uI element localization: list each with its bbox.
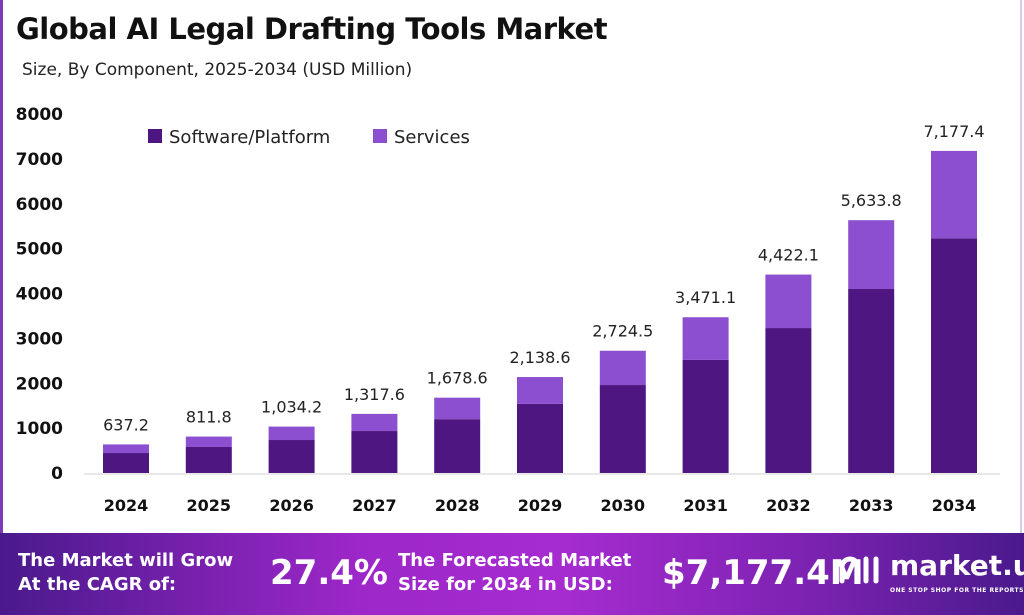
cagr-value: 27.4% xyxy=(270,553,388,593)
bar-segment-services xyxy=(599,350,646,386)
x-tick-label: 2030 xyxy=(601,496,646,515)
x-tick-label: 2031 xyxy=(683,496,728,515)
y-tick-label: 8000 xyxy=(16,105,63,125)
x-tick-label: 2028 xyxy=(435,496,480,515)
bar-segment-software xyxy=(931,238,977,473)
legend-swatch xyxy=(373,129,387,143)
x-tick-label: 2034 xyxy=(932,496,977,515)
x-tick-label: 2024 xyxy=(104,496,149,515)
y-tick-label: 5000 xyxy=(16,240,63,260)
bar-chart: 0 1000 2000 3000 4000 5000 6000 7000 8000 Softwar… xyxy=(16,105,1000,515)
total-data-label: 7,177.4 xyxy=(923,122,984,141)
bar-segment-services xyxy=(931,150,977,239)
brand-name: market.us xyxy=(890,549,1024,582)
x-tick-label: 2026 xyxy=(269,496,314,515)
forecast-value: $7,177.4M xyxy=(662,553,864,593)
bar-segment-software xyxy=(268,440,315,473)
bar-segment-services xyxy=(765,274,812,329)
forecast-label: The Forecasted Market Size for 2034 in U… xyxy=(398,549,631,597)
chart-frame xyxy=(0,0,1022,533)
bar-segment-services xyxy=(517,377,563,404)
total-data-label: 2,138.6 xyxy=(509,348,570,367)
total-data-label: 811.8 xyxy=(186,408,232,427)
footer-banner: The Market will Grow At the CAGR of: 27.… xyxy=(0,533,1024,615)
y-tick-label: 2000 xyxy=(16,374,63,394)
bar-segment-services xyxy=(682,317,729,360)
y-tick-label: 0 xyxy=(51,464,63,484)
x-tick-label: 2032 xyxy=(766,496,811,515)
total-data-label: 2,724.5 xyxy=(592,322,653,341)
bar-segment-software xyxy=(848,289,895,473)
total-data-label: 637.2 xyxy=(103,415,149,434)
bar-segment-software xyxy=(765,328,812,473)
bar-segment-software xyxy=(682,359,729,473)
legend-label: Services xyxy=(394,127,470,148)
total-data-label: 1,034.2 xyxy=(261,398,322,417)
legend-label: Software/Platform xyxy=(169,127,330,148)
legend-swatch xyxy=(148,129,162,143)
bar-segment-software xyxy=(599,385,646,473)
y-tick-label: 7000 xyxy=(16,150,63,170)
cagr-label: The Market will Grow At the CAGR of: xyxy=(18,549,233,597)
bar-segment-software xyxy=(434,419,481,473)
market-us-logo-icon xyxy=(839,556,879,584)
brand-tagline: ONE STOP SHOP FOR THE REPORTS xyxy=(890,587,1024,594)
total-data-label: 1,317.6 xyxy=(344,385,405,404)
y-tick-label: 3000 xyxy=(16,329,63,349)
bar-segment-services xyxy=(103,444,149,454)
bar-segment-services xyxy=(848,220,895,290)
bar-segment-services xyxy=(351,413,398,432)
bar-segment-services xyxy=(185,436,232,447)
bar-segment-software xyxy=(517,403,563,473)
forecast-label-line2: Size for 2034 in USD: xyxy=(398,574,613,595)
chart-title: Global AI Legal Drafting Tools Market xyxy=(16,12,608,46)
cagr-label-line2: At the CAGR of: xyxy=(18,574,177,595)
y-tick-label: 1000 xyxy=(16,419,63,439)
bar-segment-services xyxy=(434,397,481,420)
x-tick-label: 2027 xyxy=(352,496,397,515)
x-tick-label: 2025 xyxy=(187,496,232,515)
y-tick-label: 6000 xyxy=(16,195,63,215)
bar-segment-software xyxy=(185,446,232,473)
cagr-label-line1: The Market will Grow xyxy=(18,550,234,571)
bar-segment-software xyxy=(351,431,398,473)
forecast-label-line1: The Forecasted Market xyxy=(398,550,632,571)
bar-segment-services xyxy=(268,426,315,441)
total-data-label: 4,422.1 xyxy=(758,246,819,265)
chart-subtitle: Size, By Component, 2025-2034 (USD Milli… xyxy=(22,60,413,80)
total-data-label: 3,471.1 xyxy=(675,288,736,307)
x-tick-label: 2033 xyxy=(849,496,894,515)
y-tick-label: 4000 xyxy=(16,285,63,305)
bar-segment-software xyxy=(103,453,149,473)
total-data-label: 5,633.8 xyxy=(841,191,902,210)
total-data-label: 1,678.6 xyxy=(427,369,488,388)
x-tick-label: 2029 xyxy=(518,496,563,515)
